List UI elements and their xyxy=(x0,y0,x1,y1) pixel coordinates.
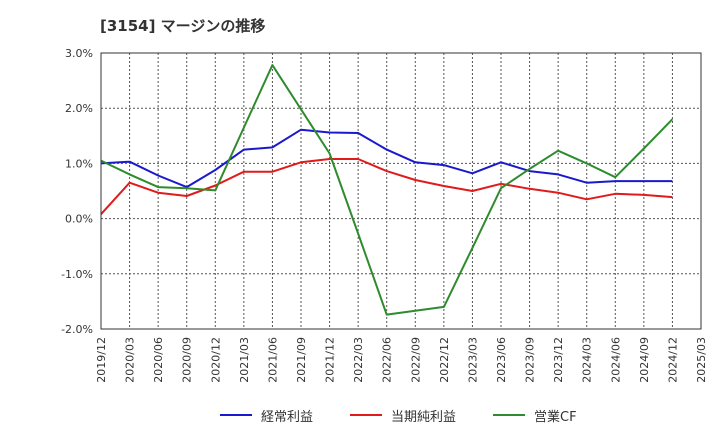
x-tick-label: 2019/12 xyxy=(95,337,108,383)
plot-area xyxy=(101,53,701,329)
x-tick-label: 2020/03 xyxy=(124,337,137,383)
x-tick-label: 2023/03 xyxy=(466,337,479,383)
y-tick-label: 3.0% xyxy=(65,47,93,60)
x-tick-label: 2022/09 xyxy=(409,337,422,383)
x-tick-label: 2022/06 xyxy=(381,337,394,383)
x-tick-label: 2022/12 xyxy=(438,337,451,383)
grid-lines xyxy=(100,52,702,330)
x-tick-label: 2022/03 xyxy=(352,337,365,383)
plot-frame xyxy=(100,52,702,330)
series-line-2 xyxy=(100,64,674,316)
x-tick-label: 2024/09 xyxy=(638,337,651,383)
x-tick-label: 2024/12 xyxy=(666,337,679,383)
legend-item-touki: 当期純利益 xyxy=(350,404,456,426)
x-tick-label: 2020/09 xyxy=(181,337,194,383)
legend-item-eigyo-cf: 営業CF xyxy=(493,404,577,426)
legend-swatch-eigyo-cf xyxy=(493,414,525,416)
x-tick-label: 2020/12 xyxy=(209,337,222,383)
y-tick-label: 1.0% xyxy=(65,157,93,170)
y-tick-label: 0.0% xyxy=(65,213,93,226)
legend-label-keijou: 経常利益 xyxy=(261,409,314,425)
y-tick-label: 2.0% xyxy=(65,102,93,115)
x-tick-label: 2021/12 xyxy=(324,337,337,383)
x-tick-label: 2023/06 xyxy=(495,337,508,383)
x-tick-label: 2024/03 xyxy=(581,337,594,383)
y-tick-label: -1.0% xyxy=(61,268,93,281)
x-tick-label: 2021/09 xyxy=(295,337,308,383)
x-tick-label: 2021/03 xyxy=(238,337,251,383)
legend-label-touki: 当期純利益 xyxy=(391,409,457,425)
series-lines xyxy=(100,64,674,316)
legend-item-keijou: 経常利益 xyxy=(220,404,313,426)
series-line-1 xyxy=(100,158,673,215)
legend-swatch-touki xyxy=(350,414,382,416)
x-tick-labels: 2019/12 2020/03 2020/06 2020/09 2020/12 2021/… xyxy=(95,337,708,383)
x-tick-label: 2023/09 xyxy=(524,337,537,383)
x-tick-label: 2024/06 xyxy=(609,337,622,383)
legend-label-eigyo-cf: 営業CF xyxy=(534,409,577,425)
x-tick-label: 2020/06 xyxy=(152,337,165,383)
axes xyxy=(100,52,702,330)
legend: 経常利益 当期純利益 営業CF xyxy=(0,404,720,426)
x-tick-label: 2025/03 xyxy=(695,337,708,383)
chart-title: [3154] マージンの推移 xyxy=(100,17,266,35)
y-tick-labels: 3.0% 2.0% 1.0% 0.0% -1.0% -2.0% xyxy=(61,47,93,336)
series-line-0 xyxy=(100,128,673,189)
x-tick-label: 2021/06 xyxy=(266,337,279,383)
legend-swatch-keijou xyxy=(220,414,252,416)
x-tick-label: 2023/12 xyxy=(552,337,565,383)
y-tick-label: -2.0% xyxy=(61,323,93,336)
